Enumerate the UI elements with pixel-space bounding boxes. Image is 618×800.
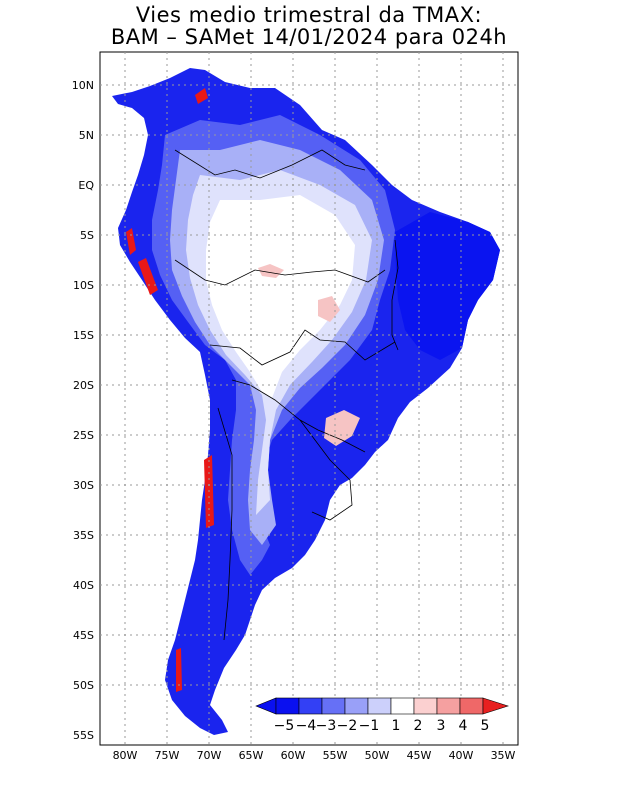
- lon-label: 45W: [407, 749, 432, 762]
- colorbar: −5 −4 −3 −2 −1 1 2 3 4 5: [254, 697, 510, 739]
- colorbar-segment: [459, 697, 484, 715]
- lat-label: 5N: [79, 129, 94, 142]
- map-title-line2: BAM – SAMet 14/01/2024 para 024h: [110, 25, 508, 49]
- lon-label: 80W: [113, 749, 138, 762]
- colorbar-segment: [321, 697, 346, 715]
- bias-zone-ne-brazil: [395, 212, 500, 360]
- colorbar-segment: [436, 697, 461, 715]
- bias-zone-neutral: [206, 195, 355, 398]
- lon-label: 70W: [197, 749, 222, 762]
- lat-label: 25S: [73, 429, 94, 442]
- lon-label: 40W: [449, 749, 474, 762]
- lat-label: 10N: [72, 79, 94, 92]
- map-title-line1: Vies medio trimestral da TMAX:: [135, 3, 483, 27]
- colorbar-segment: [298, 697, 323, 715]
- lon-axis: 80W 75W 70W 65W 60W 55W 50W 45W 40W 35W: [113, 749, 516, 762]
- lat-label: 50S: [73, 679, 94, 692]
- colorbar-label: −4: [296, 718, 317, 734]
- lat-label: 5S: [80, 229, 94, 242]
- lat-axis: 10N 5N EQ 5S 10S 15S 20S 25S 30S 35S 40S…: [72, 79, 95, 742]
- lat-label: 20S: [73, 379, 94, 392]
- colorbar-label: 4: [459, 718, 468, 734]
- colorbar-label: −5: [274, 718, 295, 734]
- country-borders: [174, 149, 399, 641]
- colorbar-label: 3: [437, 718, 446, 734]
- lat-label: 30S: [73, 479, 94, 492]
- colorbar-segment: [344, 697, 369, 715]
- colorbar-segment: [275, 697, 300, 715]
- lon-label: 50W: [365, 749, 390, 762]
- lon-label: 60W: [281, 749, 306, 762]
- lat-label: 15S: [73, 329, 94, 342]
- lon-label: 65W: [239, 749, 264, 762]
- lat-label: EQ: [78, 179, 94, 192]
- colorbar-segment: [367, 697, 392, 715]
- colorbar-label: −2: [337, 718, 358, 734]
- graticule: [100, 52, 518, 745]
- colorbar-segment: [390, 697, 415, 715]
- colorbar-label: 1: [392, 718, 401, 734]
- colorbar-arrow-right: [482, 697, 509, 715]
- colorbar-label: −1: [359, 718, 380, 734]
- lon-label: 35W: [491, 749, 516, 762]
- lat-label: 40S: [73, 579, 94, 592]
- colorbar-label: −3: [316, 718, 337, 734]
- lon-label: 75W: [155, 749, 180, 762]
- colorbar-segment: [413, 697, 438, 715]
- colorbar-label: 2: [414, 718, 423, 734]
- lat-label: 10S: [73, 279, 94, 292]
- lat-label: 35S: [73, 529, 94, 542]
- lon-label: 55W: [323, 749, 348, 762]
- lat-label: 55S: [73, 729, 94, 742]
- colorbar-label: 5: [481, 718, 490, 734]
- lat-label: 45S: [73, 629, 94, 642]
- bias-zone-positive: [258, 264, 360, 446]
